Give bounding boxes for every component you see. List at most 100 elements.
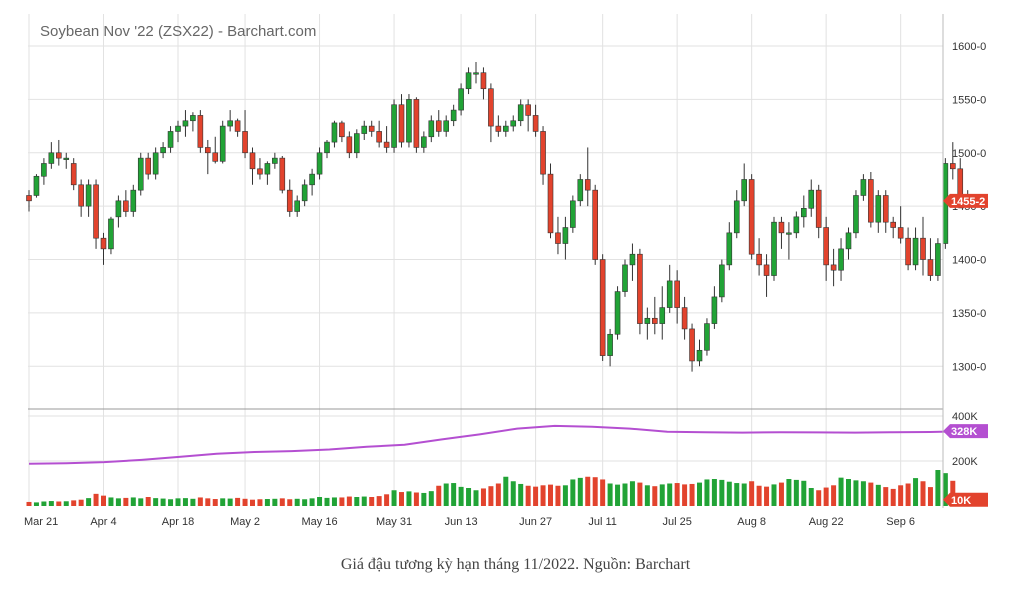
volume-bar [436, 485, 442, 506]
candle [219, 120, 226, 164]
candle [741, 163, 748, 207]
candle [689, 323, 695, 372]
candle [85, 179, 92, 217]
candle [465, 67, 472, 95]
volume-bar [235, 497, 241, 506]
candle [391, 99, 397, 153]
volume-bar [160, 498, 166, 506]
date-tick-label: May 16 [302, 516, 338, 528]
date-tick-label: Aug 8 [737, 516, 766, 528]
candle [70, 158, 77, 191]
candle [78, 179, 84, 217]
volume-bar [615, 484, 621, 506]
volume-bar [421, 492, 427, 506]
candle [123, 190, 129, 217]
candle [651, 296, 658, 335]
candle [353, 129, 360, 159]
candle [726, 222, 733, 271]
candle [495, 115, 502, 137]
volume-bar [257, 499, 263, 506]
candle [428, 115, 435, 143]
volume-bar [868, 482, 874, 506]
candle [629, 243, 636, 281]
volume-bar [361, 496, 367, 506]
candle [920, 216, 926, 276]
volume-bar [56, 501, 62, 506]
volume-bar [115, 498, 121, 506]
volume-bar [756, 485, 762, 506]
volume-bar [749, 481, 755, 506]
volume-bar [585, 476, 591, 506]
candle [681, 296, 688, 340]
volume-bar [540, 485, 546, 506]
candle [614, 286, 621, 340]
volume-bar [778, 482, 784, 506]
candle [212, 136, 219, 164]
volume-bar [48, 501, 54, 506]
volume-bar [823, 487, 829, 506]
candle [637, 248, 643, 335]
candle [748, 174, 755, 260]
candle [659, 286, 666, 340]
candle [808, 179, 815, 217]
volume-bar [413, 492, 419, 506]
candle [890, 216, 897, 239]
price-gridlines [28, 14, 943, 506]
candle [756, 238, 762, 276]
candle [510, 115, 517, 132]
candle [294, 195, 301, 217]
volume-bar [443, 483, 449, 506]
candle [167, 126, 174, 153]
volume-bar [145, 497, 151, 506]
date-axis-ticks: Mar 21 Apr 4 Apr 18 May 2 May 16 May 31 Jun 13… [24, 516, 915, 528]
candle [398, 94, 405, 148]
volume-bar [205, 498, 211, 506]
candle [845, 227, 852, 260]
volume-bar [324, 497, 330, 506]
candle [897, 206, 904, 244]
date-tick-label: Aug 22 [809, 516, 844, 528]
candle [935, 238, 941, 281]
volume-bar [294, 498, 300, 506]
candle [562, 216, 569, 260]
candle [108, 216, 114, 255]
candle [458, 83, 464, 116]
volume-bar [41, 501, 47, 506]
candle [830, 248, 837, 287]
volume-bar [570, 479, 576, 506]
volume-bar [592, 477, 598, 506]
candle [719, 259, 725, 303]
volume-bar [607, 483, 613, 506]
date-tick-label: Apr 18 [162, 516, 194, 528]
candlestick-series [26, 62, 971, 372]
candle [137, 152, 144, 196]
volume-bar [466, 488, 472, 506]
volume-bar [197, 497, 203, 506]
candle [152, 147, 159, 180]
volume-bar [533, 486, 539, 506]
volume-bar [577, 477, 583, 506]
candle [242, 110, 248, 159]
candle [197, 110, 204, 153]
volume-gridlines [28, 415, 943, 462]
date-tick-label: Jun 27 [519, 516, 552, 528]
volume-bar [302, 499, 308, 506]
volume-bar [86, 498, 92, 506]
candle [286, 179, 293, 217]
volume-bar [667, 483, 673, 506]
candle [815, 184, 822, 239]
candle [912, 227, 919, 271]
volume-bar [458, 486, 464, 506]
candle [882, 190, 889, 233]
volume-bar [384, 494, 390, 506]
candle [860, 174, 867, 201]
candle [264, 161, 271, 185]
candle [592, 184, 599, 265]
candle [33, 174, 40, 198]
volume-bar [354, 497, 360, 506]
volume-tick-label: 200K [952, 456, 978, 468]
average-volume-label: 328K [951, 426, 977, 438]
candle [555, 216, 561, 255]
volume-bar [682, 484, 688, 506]
